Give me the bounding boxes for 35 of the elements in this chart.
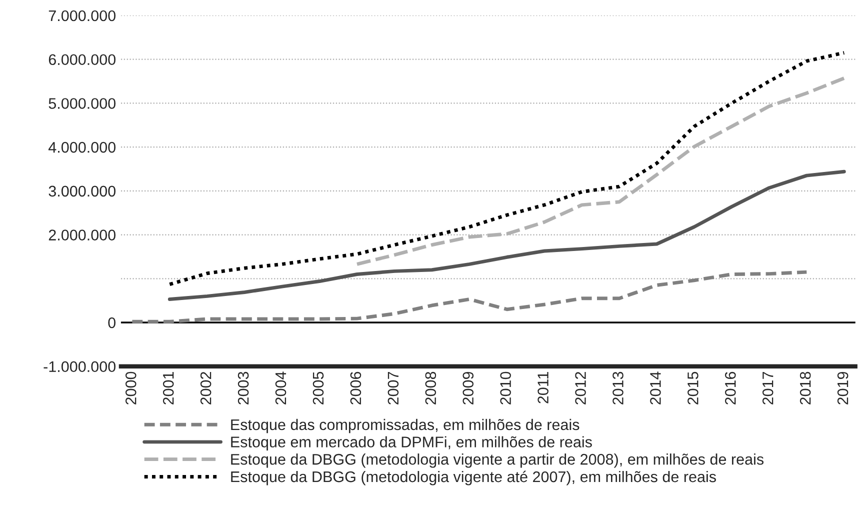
x-tick-label: 2002 xyxy=(200,372,212,404)
x-tick-label: 2004 xyxy=(275,372,286,404)
y-tick-label: 3.000.000 xyxy=(48,186,116,197)
x-tick-label: 2013 xyxy=(612,372,624,404)
x-tick-label: 2014 xyxy=(650,372,661,404)
line-series xyxy=(168,170,846,301)
x-tick-label: 2007 xyxy=(388,372,399,404)
y-tick-label: 2.000.000 xyxy=(48,230,116,240)
line-series xyxy=(130,270,808,324)
y-tick-label: 7.000.000 xyxy=(48,10,116,22)
x-tick-label: 2000 xyxy=(125,372,136,404)
x-tick-label: 2019 xyxy=(837,372,848,404)
x-tick-label: 2006 xyxy=(350,372,362,404)
x-tick-label: 2011 xyxy=(538,372,548,404)
legend-label: Estoque da DBGG (metodologia vigente a partir de 2008), em milhões de reais xyxy=(231,454,764,468)
y-tick-label: 5.000.000 xyxy=(48,98,116,109)
x-tick-label: 2001 xyxy=(162,372,174,404)
x-tick-label: 2017 xyxy=(762,372,774,404)
y-tick-label: 4.000.000 xyxy=(48,142,116,153)
x-tick-label: 2010 xyxy=(500,372,511,404)
y-tick-label: 6.000.000 xyxy=(48,54,116,66)
x-tick-label: 2008 xyxy=(425,372,436,404)
x-tick-label: 2015 xyxy=(688,372,698,404)
x-tick-label: 2018 xyxy=(800,372,811,404)
y-tick-label: 0 xyxy=(108,317,116,328)
x-tick-label: 2009 xyxy=(462,372,474,404)
line-series xyxy=(168,51,846,286)
legend-label: Estoque em mercado da DPMFi, em milhões de reais xyxy=(231,436,592,450)
x-tick-label: 2016 xyxy=(724,372,736,404)
x-tick-label: 2012 xyxy=(575,372,586,404)
x-tick-label: 2003 xyxy=(238,372,249,404)
legend-label: Estoque da DBGG (metodologia vigente até 2007), em milhões de reais xyxy=(231,470,716,486)
y-tick-label: -1.000.000 xyxy=(44,361,116,372)
x-tick-label: 2005 xyxy=(312,372,324,404)
legend-label: Estoque das compromissadas, em milhões de reais xyxy=(231,418,580,434)
